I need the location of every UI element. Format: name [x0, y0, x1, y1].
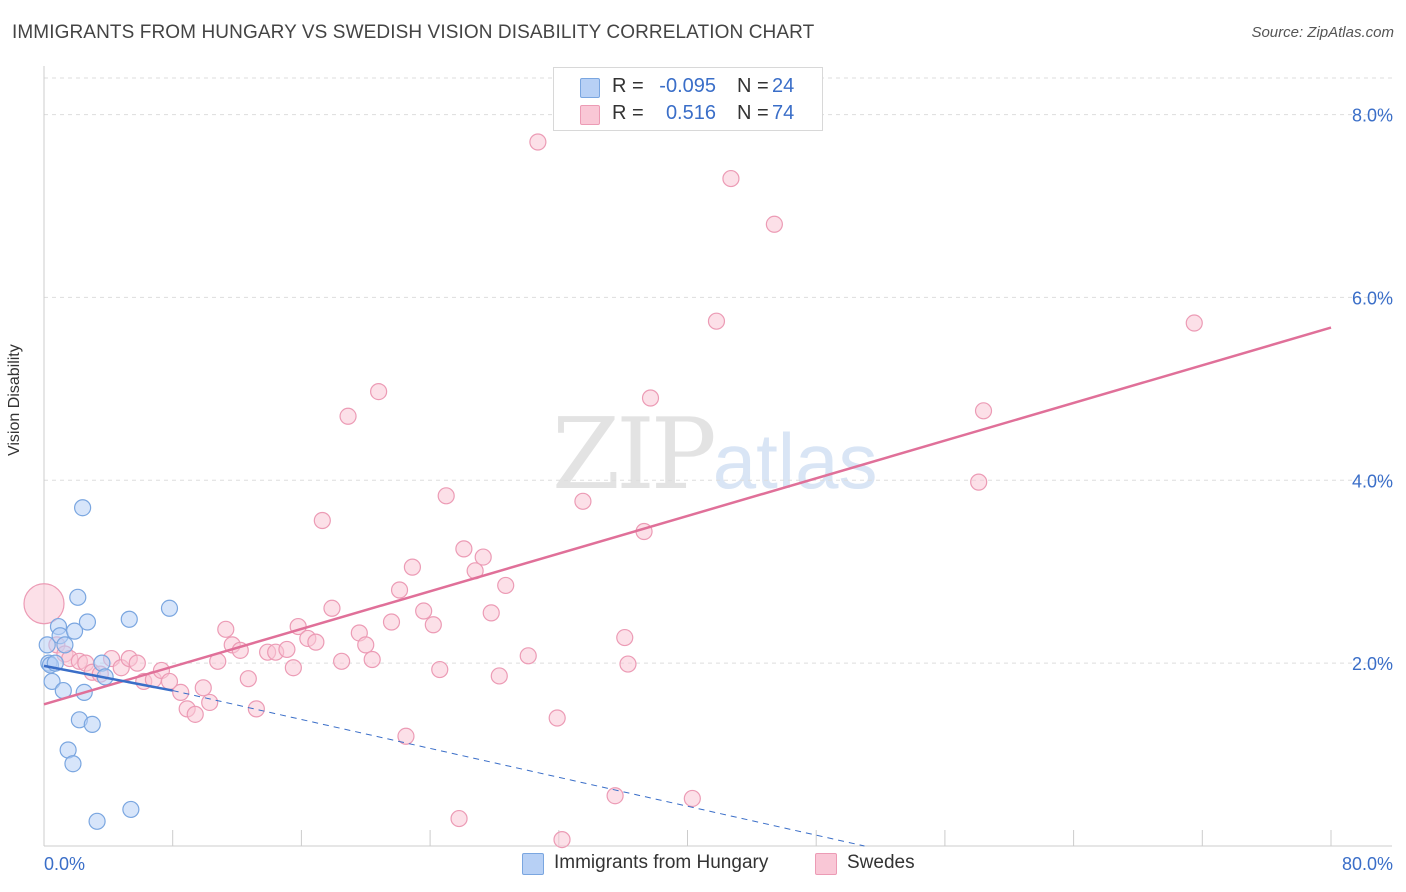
n-label: N = — [737, 102, 769, 124]
swedes-point — [313, 511, 331, 530]
swedes-point — [239, 670, 257, 688]
swedes-point — [619, 655, 637, 673]
swedes-point — [683, 789, 701, 808]
swedes-point — [490, 667, 508, 685]
hungary-point — [65, 622, 84, 640]
hungary-point — [38, 636, 56, 654]
swedes-point — [424, 616, 442, 634]
y-tick-label: 8.0% — [1352, 106, 1393, 126]
r-value: -0.095 — [659, 75, 716, 97]
watermark-atlas: atlas — [712, 417, 878, 505]
n-value: 74 — [772, 102, 795, 124]
swedes-point — [722, 169, 740, 188]
swedes-point — [707, 312, 726, 330]
hungary-point — [160, 599, 179, 617]
hungary-point — [56, 636, 74, 654]
swedes-point — [497, 576, 515, 595]
swedes-point — [431, 660, 449, 679]
swedes-point — [172, 683, 190, 702]
swedes-point — [437, 487, 455, 505]
swedes-point — [333, 652, 351, 670]
hungary-point — [64, 755, 82, 773]
y-tick-label: 6.0% — [1352, 288, 1393, 308]
swedes-point — [765, 215, 783, 233]
swedes-point — [574, 492, 592, 510]
swedes-point — [128, 654, 146, 672]
swedes-point — [363, 650, 381, 669]
swedes-point — [548, 709, 566, 727]
swedes-point — [553, 830, 571, 849]
r-value: 0.516 — [665, 102, 716, 124]
stats-legend: R = -0.095 N = 24 R = 0.516 N = 74 — [553, 67, 823, 131]
swedes-point — [529, 133, 547, 151]
swedes-point — [357, 636, 375, 654]
swedes-point — [519, 647, 537, 665]
watermark-zip: ZIP — [552, 398, 717, 512]
hungary-trendline — [43, 664, 173, 692]
hungary-point — [83, 715, 101, 734]
hungary-point — [43, 672, 61, 691]
hungary-point — [88, 812, 106, 830]
hungary-legend-swatch — [522, 853, 544, 875]
x-tick-label: 0.0% — [44, 854, 85, 874]
swedes-point — [474, 548, 492, 566]
hungary-swatch — [580, 78, 600, 98]
swedes-point — [482, 604, 500, 622]
swedes-point — [390, 581, 409, 599]
hungary-point — [78, 613, 97, 631]
swedes-swatch — [580, 105, 600, 125]
swedes-point — [450, 809, 468, 828]
swedes-point — [455, 540, 473, 558]
r-label: R = — [612, 75, 644, 97]
hungary-trendline-extension — [172, 690, 865, 847]
hungary-point — [120, 610, 138, 628]
swedes-point — [307, 633, 325, 651]
swedes-point — [403, 558, 422, 576]
chart-title: IMMIGRANTS FROM HUNGARY VS SWEDISH VISIO… — [12, 22, 815, 43]
swedes-point — [194, 679, 212, 697]
hungary-point — [74, 499, 92, 517]
swedes-point — [278, 640, 296, 659]
n-value: 24 — [772, 75, 795, 97]
swedes-point — [641, 389, 660, 407]
swedes-point — [974, 402, 993, 420]
watermark: ZIPatlas — [552, 398, 878, 512]
swedes-point — [201, 693, 219, 712]
swedes-point — [1185, 314, 1203, 332]
swedes-point — [23, 583, 65, 625]
swedes-point — [370, 383, 388, 401]
hungary-point — [122, 800, 140, 819]
swedes-point — [339, 407, 357, 425]
swedes-trendline — [43, 326, 1332, 706]
swedes-point — [217, 620, 235, 638]
swedes-point — [970, 473, 988, 491]
swedes-point — [247, 700, 265, 718]
source-label: Source: ZipAtlas.com — [1251, 24, 1394, 41]
x-tick-label: 80.0% — [1342, 854, 1393, 874]
y-tick-label: 2.0% — [1352, 654, 1393, 674]
swedes-legend-swatch — [815, 853, 837, 875]
legend-label: Swedes — [847, 852, 915, 873]
swedes-point — [415, 602, 433, 620]
swedes-point — [397, 727, 415, 745]
y-tick-label: 4.0% — [1352, 471, 1393, 491]
swedes-point — [382, 613, 401, 631]
swedes-point — [186, 705, 204, 723]
swedes-point — [606, 787, 624, 805]
hungary-point — [69, 588, 87, 606]
swedes-point — [616, 628, 634, 647]
n-label: N = — [737, 75, 769, 97]
legend-label: Immigrants from Hungary — [554, 852, 769, 873]
swedes-point — [323, 599, 341, 617]
swedes-point — [284, 659, 302, 677]
r-label: R = — [612, 102, 644, 124]
